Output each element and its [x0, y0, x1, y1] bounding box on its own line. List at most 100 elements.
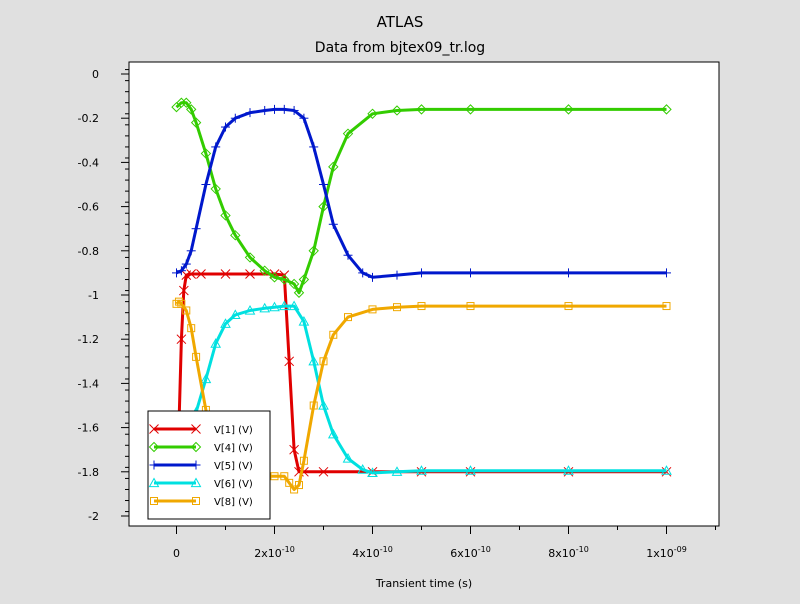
- data-point: [289, 105, 299, 115]
- y-tick-label: -0.2: [78, 112, 99, 125]
- data-point: [200, 148, 212, 159]
- data-point: [185, 104, 197, 115]
- data-point: [318, 466, 329, 477]
- data-point: [319, 180, 328, 189]
- y-tick-label: -0.8: [78, 245, 99, 258]
- data-point: [318, 399, 329, 410]
- y-tick-label: -1.6: [78, 422, 99, 435]
- series-4: [180, 300, 672, 478]
- series-line: [184, 304, 667, 475]
- data-point: [269, 272, 280, 283]
- data-point: [259, 265, 270, 276]
- data-point: [318, 201, 329, 212]
- data-point: [187, 324, 196, 333]
- data-point: [210, 338, 222, 348]
- data-point: [661, 104, 672, 115]
- data-point: [416, 465, 427, 475]
- data-point: [308, 355, 320, 366]
- data-point: [280, 472, 289, 481]
- legend: V[1] (V) V[4] (V) V[5] (V) V[6] (V) V[8] (V): [147, 410, 271, 520]
- series-2: [171, 97, 672, 298]
- data-point: [358, 268, 368, 278]
- legend-entry: V[8] (V): [150, 497, 253, 508]
- legend-label: V[1] (V): [214, 425, 253, 436]
- legend-marker: [191, 460, 201, 470]
- data-point: [368, 272, 377, 282]
- x-tick-label: 2x10-10: [254, 545, 295, 560]
- data-point: [564, 268, 573, 278]
- legend-label: V[4] (V): [214, 443, 253, 454]
- data-point: [661, 465, 672, 475]
- legend-label: V[5] (V): [214, 461, 253, 472]
- data-point: [328, 219, 338, 229]
- data-point: [244, 252, 256, 263]
- legend-marker: [148, 441, 160, 453]
- data-point: [417, 302, 426, 311]
- x-axis-label: Transient time (s): [375, 577, 472, 590]
- series-3: [172, 104, 671, 282]
- data-point: [368, 305, 377, 314]
- data-point: [279, 274, 290, 285]
- data-point: [186, 269, 197, 279]
- data-point: [328, 161, 339, 173]
- data-point: [327, 428, 339, 439]
- data-point: [329, 330, 338, 339]
- data-point: [220, 269, 231, 279]
- data-point: [299, 456, 308, 465]
- legend-marker: [149, 460, 159, 470]
- data-point: [221, 122, 230, 132]
- x-tick-label: 0: [173, 547, 180, 560]
- y-tick-label: 0: [92, 68, 99, 81]
- data-point: [465, 104, 476, 115]
- y-tick-label: -1.8: [78, 466, 99, 479]
- data-point: [269, 301, 280, 312]
- data-point: [270, 472, 279, 481]
- data-point: [182, 306, 191, 315]
- data-point: [309, 142, 319, 152]
- x-tick-label: 1x10-09: [646, 545, 687, 560]
- data-point: [295, 481, 303, 490]
- data-point: [288, 300, 300, 311]
- data-point: [367, 108, 378, 119]
- data-point: [230, 230, 241, 241]
- data-point: [172, 268, 181, 278]
- data-point: [270, 104, 279, 114]
- y-tick-label: -1.2: [78, 333, 99, 346]
- legend-label: V[6] (V): [214, 479, 253, 490]
- legend-marker: [191, 424, 201, 434]
- chart-subtitle: Data from bjtex09_tr.log: [315, 40, 485, 56]
- data-point: [181, 259, 191, 269]
- x-tick-label: 6x10-10: [450, 545, 491, 560]
- data-point: [288, 278, 300, 290]
- data-point: [466, 302, 475, 311]
- data-point: [466, 268, 475, 278]
- data-point: [172, 299, 181, 308]
- data-point: [298, 315, 310, 326]
- data-point: [176, 334, 187, 345]
- y-tick-label: -0.4: [78, 156, 99, 169]
- data-point: [220, 318, 231, 328]
- legend-marker: [148, 477, 160, 488]
- data-point: [563, 104, 574, 115]
- legend-entry: V[6] (V): [148, 477, 253, 490]
- data-point: [211, 142, 221, 152]
- y-axis: 0 -0.2 -0.4 -0.6 -0.8 -1 -1.2 -1.4 -1.6 -1.8 -2: [78, 68, 129, 523]
- data-point: [342, 128, 354, 139]
- data-point: [196, 269, 206, 279]
- data-point: [181, 97, 192, 108]
- chart-title: ATLAS: [377, 13, 424, 31]
- data-point: [191, 224, 201, 234]
- legend-marker: [190, 477, 202, 488]
- x-axis: 0 2x10-10 4x10-10 6x10-10 8x10-10 1x10-09: [173, 526, 716, 560]
- data-point: [278, 300, 290, 311]
- data-point: [220, 210, 231, 221]
- legend-marker: [192, 497, 200, 505]
- data-point: [357, 464, 369, 474]
- data-point: [192, 352, 201, 361]
- legend-entry: V[5] (V): [149, 460, 253, 472]
- data-point: [290, 485, 299, 494]
- y-tick-label: -2: [88, 510, 99, 523]
- data-point: [293, 287, 305, 298]
- y-tick-label: -1: [88, 289, 99, 302]
